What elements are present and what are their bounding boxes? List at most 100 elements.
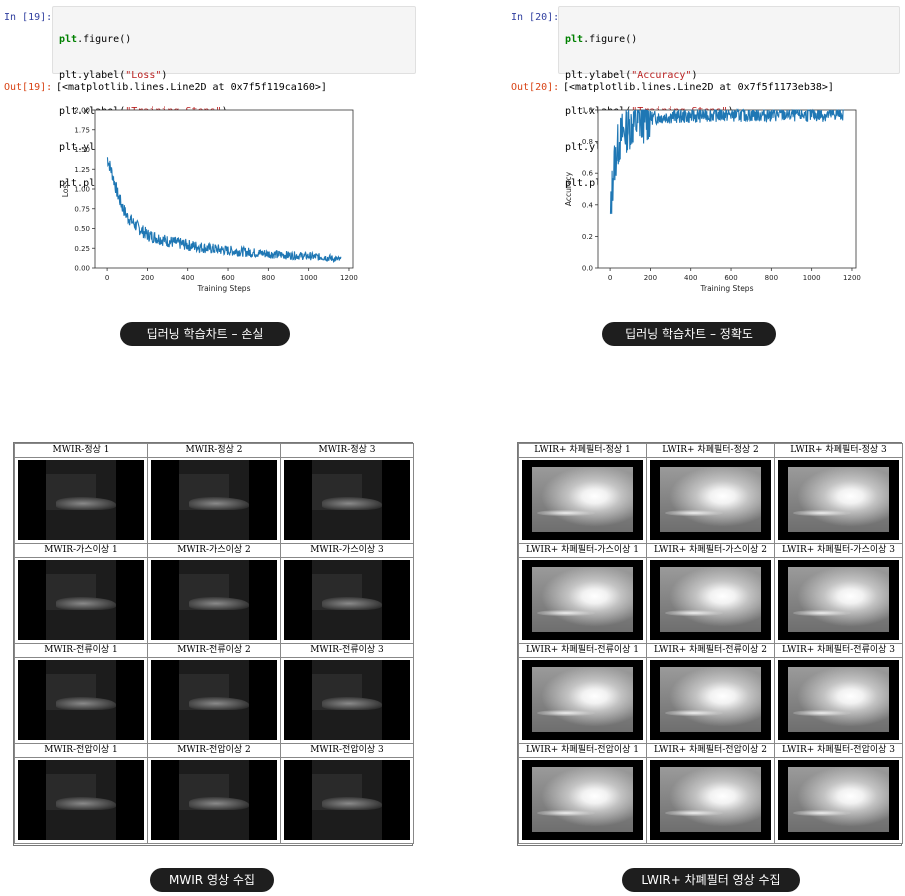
x-tick-label: 400 [181,274,194,282]
image-tile-label: LWIR+ 차폐필터-전류이상 3 [775,644,902,658]
mwir-thermal-image [284,460,410,540]
in-prompt: In [20]: [511,12,560,23]
caption-accuracy-chart: 딥러닝 학습차트 – 정확도 [602,322,776,346]
image-tile: LWIR+ 차폐필터-정상 2 [646,443,775,544]
image-tile-label: MWIR-전압이상 1 [15,744,147,758]
mwir-thermal-image [284,660,410,740]
plot-frame [94,109,354,269]
image-tile-label: LWIR+ 차폐필터-전압이상 1 [519,744,646,758]
mwir-thermal-image [18,560,144,640]
image-tile: MWIR-전류이상 2 [147,643,281,744]
x-tick-label: 800 [765,274,778,282]
image-tile-label: MWIR-전압이상 3 [281,744,413,758]
series-line [106,157,342,263]
image-tile: LWIR+ 차폐필터-가스이상 3 [774,543,903,644]
y-tick-label: 1.25 [74,166,90,174]
y-tick-label: 2.00 [74,107,90,115]
y-tick-label: 1.75 [74,126,90,134]
image-tile: MWIR-정상 3 [280,443,414,544]
y-tick-label: 0.2 [582,233,593,241]
y-tick-label: 1.50 [74,146,90,154]
lwir-image-grid: LWIR+ 차폐필터-정상 1 LWIR+ 차폐필터-정상 2 LWIR+ 차폐필터… [517,442,903,846]
image-tile: MWIR-전압이상 3 [280,743,414,844]
y-tick-label: 0.50 [74,225,90,233]
x-axis-label: Training Steps [700,284,754,293]
x-tick-label: 600 [221,274,234,282]
mwir-thermal-image [18,660,144,740]
lwir-thermal-image [650,760,771,840]
y-tick-label: 0.6 [582,170,594,178]
image-tile: LWIR+ 차폐필터-전압이상 2 [646,743,775,844]
x-tick-label: 600 [724,274,737,282]
lwir-thermal-image [522,760,643,840]
x-tick-label: 800 [262,274,275,282]
image-tile: MWIR-전압이상 1 [14,743,148,844]
mwir-image-grid: MWIR-정상 1 MWIR-정상 2 MWIR-정상 3 MWIR-가스이상 1 MW… [13,442,414,846]
image-tile: LWIR+ 차폐필터-전압이상 1 [518,743,647,844]
image-tile-label: LWIR+ 차폐필터-가스이상 2 [647,544,774,558]
code-line: plt.ylabel("Loss") [59,70,168,81]
image-tile-label: MWIR-가스이상 1 [15,544,147,558]
lwir-thermal-image [522,460,643,540]
x-tick-label: 1200 [340,274,358,282]
accuracy-chart: 0 200 400 600 800 1000 1200 0.0 0.2 0.4 0.6 0.8 1.0 T… [564,107,861,294]
image-tile: MWIR-가스이상 1 [14,543,148,644]
image-tile: LWIR+ 차폐필터-정상 1 [518,443,647,544]
code-line: plt.ylabel("Accuracy") [565,70,698,81]
image-tile-label: MWIR-전류이상 1 [15,644,147,658]
image-tile-label: LWIR+ 차폐필터-전류이상 2 [647,644,774,658]
out-prompt: Out[20]: [511,82,560,93]
image-tile-label: MWIR-정상 1 [15,444,147,458]
lwir-thermal-image [650,560,771,640]
mwir-thermal-image [151,460,277,540]
plot-frame [597,109,857,269]
image-tile-label: MWIR-정상 2 [148,444,280,458]
x-tick-label: 400 [684,274,697,282]
image-tile: LWIR+ 차폐필터-전압이상 3 [774,743,903,844]
loss-chart: 0 200 400 600 800 1000 1200 0.00 0.25 0.50 0.75 1.0… [61,107,358,294]
image-tile: MWIR-전류이상 3 [280,643,414,744]
image-tile-label: LWIR+ 차폐필터-가스이상 1 [519,544,646,558]
y-tick-label: 0.8 [582,138,593,146]
lwir-thermal-image [778,560,899,640]
image-tile: MWIR-정상 1 [14,443,148,544]
image-tile-label: LWIR+ 차폐필터-정상 3 [775,444,902,458]
caption-mwir: MWIR 영상 수집 [150,868,274,892]
y-tick-label: 1.0 [582,107,593,115]
image-tile: MWIR-전류이상 1 [14,643,148,744]
lwir-thermal-image [778,460,899,540]
x-tick-label: 200 [644,274,657,282]
code-line: plt.figure() [565,34,638,45]
y-tick-label: 1.00 [74,186,90,194]
x-tick-label: 1000 [300,274,318,282]
code-cell-accuracy[interactable]: plt.figure() plt.ylabel("Accuracy") plt.… [558,6,900,189]
x-axis-label: Training Steps [197,284,251,293]
image-tile-label: MWIR-전압이상 2 [148,744,280,758]
image-tile-label: MWIR-정상 3 [281,444,413,458]
image-tile: LWIR+ 차폐필터-전류이상 1 [518,643,647,744]
image-tile-label: LWIR+ 차폐필터-가스이상 3 [775,544,902,558]
code-cell-loss[interactable]: plt.figure() plt.ylabel("Loss") plt.xlab… [52,6,416,189]
image-tile-label: LWIR+ 차폐필터-전류이상 1 [519,644,646,658]
x-tick-label: 1000 [803,274,821,282]
image-tile-label: LWIR+ 차폐필터-정상 1 [519,444,646,458]
x-tick-label: 0 [608,274,612,282]
mwir-thermal-image [151,760,277,840]
image-tile: MWIR-가스이상 2 [147,543,281,644]
mwir-thermal-image [284,560,410,640]
image-tile-label: MWIR-가스이상 3 [281,544,413,558]
image-tile-label: MWIR-전류이상 3 [281,644,413,658]
y-tick-label: 0.4 [582,201,594,209]
lwir-thermal-image [522,660,643,740]
image-tile: MWIR-가스이상 3 [280,543,414,644]
y-tick-label: 0.0 [582,265,593,273]
image-tile-label: LWIR+ 차폐필터-정상 2 [647,444,774,458]
y-axis-label: Accuracy [564,171,573,206]
lwir-thermal-image [522,560,643,640]
mwir-thermal-image [18,460,144,540]
series-line [609,108,844,215]
out-prompt: Out[19]: [4,82,53,93]
lwir-thermal-image [650,460,771,540]
y-tick-label: 0.25 [74,245,90,253]
in-prompt: In [19]: [4,12,53,23]
